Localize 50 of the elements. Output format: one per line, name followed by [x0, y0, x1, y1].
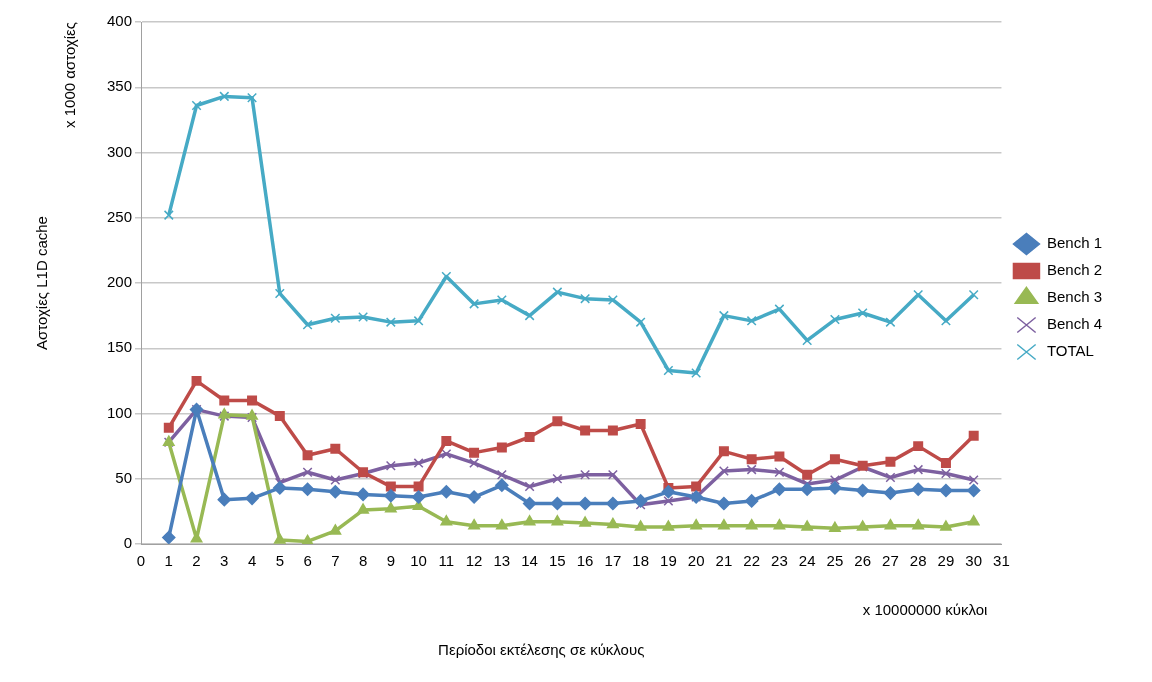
x-tick-label: 28: [909, 552, 927, 570]
x-tick-label: 15: [549, 552, 566, 570]
x-tick-label: 21: [715, 552, 733, 570]
x-tick-label: 9: [386, 552, 395, 570]
x-tick-label: 8: [358, 552, 368, 570]
x-tick-label: 18: [632, 552, 649, 570]
y-tick-label: 0: [123, 534, 133, 552]
x-tick-label: 23: [771, 552, 788, 570]
x-tick-label: 25: [826, 552, 844, 570]
x-tick-label: 29: [937, 552, 955, 570]
x-tick-label: 20: [687, 552, 705, 570]
x-tick-label: 14: [521, 552, 538, 570]
y-axis-title: Αστοχίες L1D cache: [33, 216, 51, 350]
x-tick-label: 3: [220, 552, 229, 570]
y-tick-label: 250: [107, 207, 133, 225]
x-tick-label: 22: [743, 552, 760, 570]
y-tick-label: 300: [107, 142, 133, 160]
x-tick-label: 11: [438, 552, 455, 570]
x-tick-label: 19: [660, 552, 677, 570]
legend-label: Bench 2: [1046, 261, 1103, 279]
y-tick-label: 150: [107, 338, 133, 356]
legend-label: TOTAL: [1046, 342, 1094, 360]
x-tick-label: 2: [192, 552, 201, 570]
text: x 1000 αστοχίες: [61, 22, 79, 128]
y-tick-label: 100: [107, 403, 133, 421]
x-tick-label: 10: [410, 552, 427, 570]
x-tick-label: 31: [993, 552, 1010, 570]
y-tick-label: 200: [107, 273, 133, 291]
x-axis-title: Περίοδοι εκτέλεσης σε κύκλους: [438, 641, 645, 659]
x-tick-label: 12: [465, 552, 483, 570]
x-tick-label: 26: [854, 552, 872, 570]
legend-label: Bench 4: [1046, 315, 1103, 333]
y-tick-label: 400: [107, 12, 133, 30]
x-tick-label: 0: [136, 552, 146, 570]
x-tick-label: 13: [493, 552, 511, 570]
x-tick-label: 30: [965, 552, 983, 570]
text: x 10000000 κύκλοι: [862, 601, 988, 619]
x-tick-label: 24: [798, 552, 816, 570]
x-tick-label: 17: [604, 552, 622, 570]
y-tick-label: 350: [107, 77, 133, 95]
x-tick-label: 16: [576, 552, 594, 570]
legend-label: Bench 1: [1046, 234, 1103, 252]
y-tick-label: 50: [115, 468, 133, 486]
x-tick-label: 5: [275, 552, 284, 570]
x-tick-label: 4: [247, 552, 257, 570]
x-tick-label: 27: [882, 552, 899, 570]
legend-label: Bench 3: [1046, 288, 1103, 306]
x-tick-label: 7: [331, 552, 340, 570]
x-tick-label: 1: [164, 552, 173, 570]
x-tick-label: 6: [303, 552, 312, 570]
